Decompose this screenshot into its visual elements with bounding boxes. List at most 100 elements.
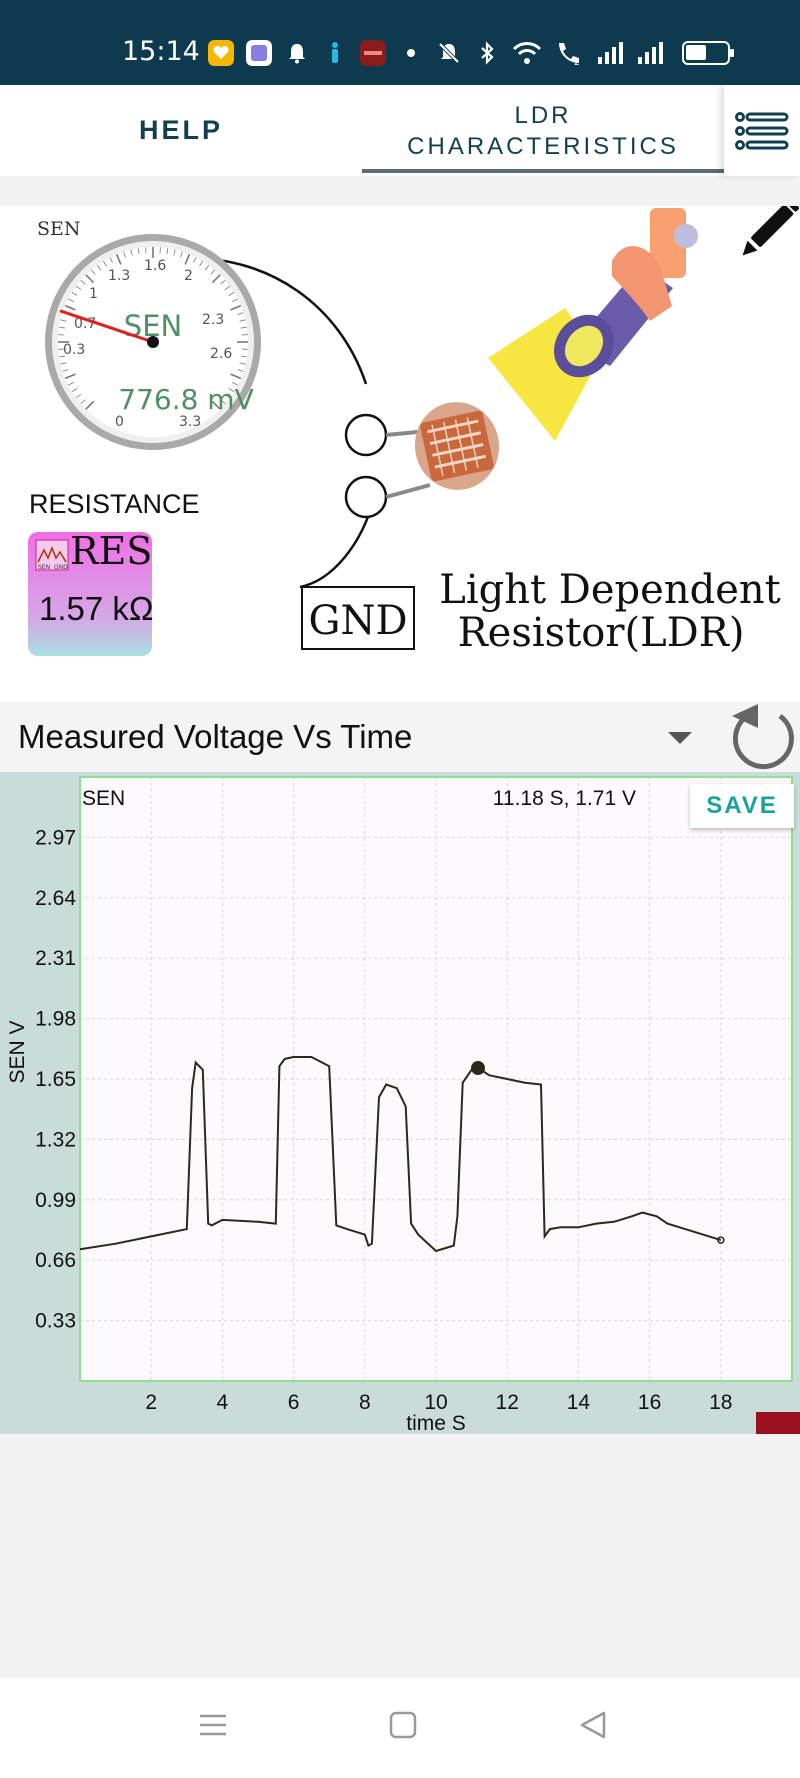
svg-text:2: 2: [574, 58, 580, 66]
series-end-marker: [717, 1236, 725, 1244]
y-tick-label: 0.99: [35, 1189, 76, 1212]
cursor-readout: 11.18 S, 1.71 V: [493, 787, 636, 810]
list-menu-icon: [735, 111, 789, 150]
status-time: 15:14: [122, 36, 200, 67]
ldr-component-icon: [414, 402, 500, 490]
plot-type-dropdown[interactable]: Measured Voltage Vs Time: [0, 702, 800, 772]
y-tick-label: 1.98: [35, 1008, 76, 1031]
gauge-tick: [228, 388, 235, 392]
ldr-title-line2: Resistor(LDR): [458, 610, 745, 656]
gauge-tick: [220, 279, 226, 285]
gauge-tick: [166, 248, 169, 255]
resistance-title: RESISTANCE: [29, 489, 200, 519]
gauge-reading: 776.8 mV: [118, 383, 254, 416]
ldr-title-line1: Light Dependent: [439, 567, 780, 613]
ldr-lead: [385, 483, 431, 499]
gauge-tick: [85, 400, 95, 410]
x-tick-label: 4: [217, 1391, 229, 1414]
gauge-tick: [180, 251, 183, 258]
gnd-terminal: [344, 475, 388, 519]
series-label: SEN: [82, 787, 125, 810]
gauge-tick: [211, 274, 221, 284]
gauge-tick: [62, 369, 69, 372]
dot-icon: [407, 49, 415, 57]
x-tick-label: 18: [709, 1391, 732, 1414]
gauge-tick: [60, 319, 67, 322]
res-card-title: RES: [70, 529, 152, 573]
gauge-scale-label: 0.3: [63, 342, 85, 358]
tab-ldr-label-line2: CHARACTERISTICS: [407, 132, 679, 160]
gauge-scale-label: 0: [115, 414, 124, 430]
tab-help[interactable]: HELP: [0, 85, 362, 176]
gauge-tick: [103, 260, 107, 267]
gauge-tick: [230, 304, 242, 311]
schematic-canvas: SEN: [28, 199, 800, 656]
gauge-scale-label: 3.3: [179, 414, 201, 430]
gold-heart-app-icon: [208, 40, 234, 66]
y-tick-label: 2.31: [35, 947, 76, 970]
tab-ldr-label-line1: LDR: [514, 101, 572, 129]
gnd-box: [301, 586, 415, 650]
x-tick-label: 6: [288, 1391, 300, 1414]
tab-help-label: HELP: [138, 115, 223, 145]
gauge-tick: [173, 249, 176, 256]
reset-icon[interactable]: [728, 700, 800, 772]
home-icon[interactable]: [388, 1710, 418, 1740]
y-tick-label: 0.66: [35, 1249, 76, 1272]
wifi-icon: [512, 42, 542, 64]
gauge-tick: [64, 304, 76, 311]
y-axis-label: SEN V: [6, 1020, 29, 1083]
voltage-time-chart[interactable]: 0.33 0.66 0.99 1.32 1.65 1.98 2.31 2.64 2.97 2 4 6…: [0, 772, 800, 1435]
gauge-tick: [96, 264, 102, 271]
gnd-wire: [299, 510, 372, 589]
tab-bar: HELP LDR CHARACTERISTICS: [0, 85, 800, 176]
cursor-marker[interactable]: [471, 1061, 486, 1076]
gauge-tick: [123, 251, 126, 258]
plot-frame: [79, 776, 793, 1382]
gauge-tick: [228, 292, 235, 296]
gauge-tick: [85, 274, 95, 284]
bell-icon: [289, 44, 305, 64]
tab-ldr-characteristics[interactable]: LDR CHARACTERISTICS: [362, 85, 724, 176]
x-axis-label: time S: [406, 1412, 466, 1434]
menu-button[interactable]: [724, 85, 800, 176]
gauge-tick: [199, 260, 203, 267]
res-card[interactable]: SEN GND RES 1.57 kΩ: [28, 529, 154, 656]
gauge-scale-label: 1: [89, 286, 98, 302]
gnd-label: GND: [308, 598, 407, 644]
purple-app-icon: [246, 40, 272, 66]
gauge-tick: [239, 362, 246, 365]
chevron-down-icon: [668, 732, 692, 744]
tab-selected-indicator: [362, 169, 724, 173]
gauge-tick: [237, 369, 244, 372]
status-icons: 2: [208, 34, 734, 72]
svg-text:GND: GND: [54, 564, 68, 571]
battery-icon: [682, 41, 734, 65]
gauge-tick: [68, 382, 74, 386]
recent-apps-icon[interactable]: [198, 1710, 228, 1740]
y-tick-label: 2.64: [35, 887, 76, 910]
gauge-tick: [232, 382, 238, 386]
gauge-tick: [130, 249, 133, 256]
y-tick-label: 1.32: [35, 1128, 76, 1151]
gauge-tick: [193, 257, 197, 263]
gauge-tick: [71, 292, 78, 296]
y-tick-label: 1.65: [35, 1068, 76, 1091]
gauge-tick: [240, 355, 247, 358]
x-tick-label: 14: [567, 1391, 591, 1414]
color-strip: [756, 1412, 800, 1434]
gauge-scale-label: 2.6: [210, 346, 232, 362]
gauge-tick: [71, 388, 78, 392]
gauge-scale-label: 1.6: [144, 258, 166, 274]
voltage-plot-panel: 0.33 0.66 0.99 1.32 1.65 1.98 2.31 2.64 2.97 2 4 6…: [0, 772, 800, 1435]
back-icon[interactable]: [578, 1710, 608, 1740]
gauge-tick: [239, 319, 246, 322]
sensor-corner-label: SEN: [37, 218, 81, 240]
pencil-icon[interactable]: [738, 199, 800, 260]
gauge-tick: [232, 298, 238, 302]
gauge-tick: [224, 393, 231, 399]
red-app-icon: [360, 40, 386, 66]
save-button[interactable]: SAVE: [690, 784, 794, 828]
gauge-tick: [240, 326, 247, 329]
series-line-sen: [79, 1056, 722, 1253]
